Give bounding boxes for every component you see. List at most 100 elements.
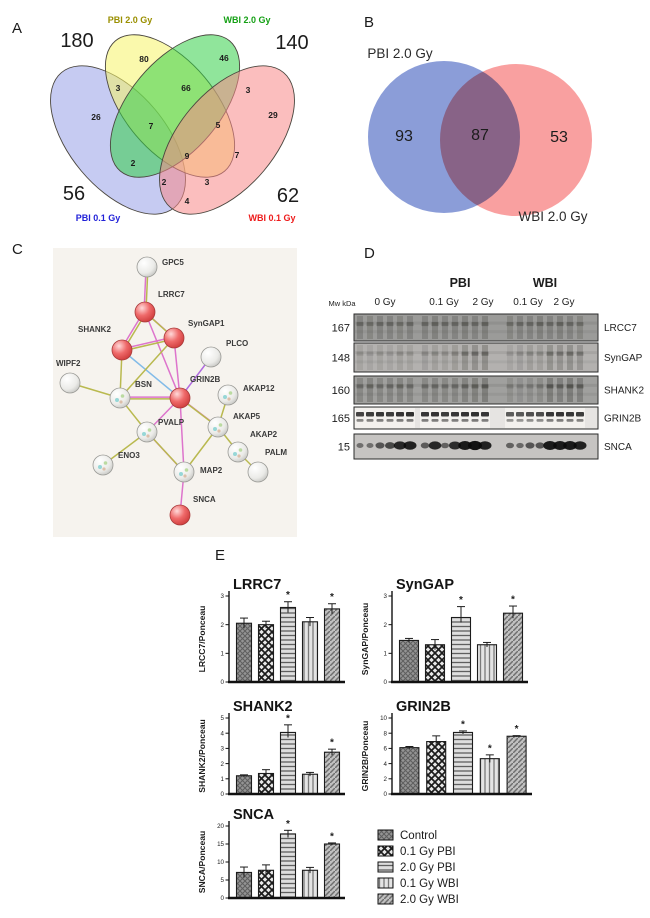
blot-lane: [442, 378, 448, 402]
venn4-region-count: 29: [268, 110, 278, 120]
y-tick-label: 3: [384, 593, 388, 600]
blot-band: [506, 384, 514, 389]
blot-band: [546, 419, 554, 422]
blot-band: [461, 419, 469, 422]
blot-band: [451, 351, 459, 356]
blot-band: [356, 322, 364, 327]
protein-node-wipf2[interactable]: [59, 372, 81, 394]
blot-lane: [357, 378, 363, 402]
blot-lane: [482, 316, 488, 339]
blot-band: [356, 351, 364, 356]
node-texture-dot: [102, 467, 106, 471]
bar-control: [399, 747, 420, 795]
blot-lane: [452, 378, 458, 402]
bar-control: [235, 622, 253, 683]
blot-lane: [387, 316, 393, 339]
legend-label: Control: [400, 830, 437, 842]
blot-band: [471, 322, 479, 327]
protein-node-akap5[interactable]: [207, 416, 229, 438]
blot-band: [421, 322, 429, 327]
protein-node-grin2b[interactable]: [169, 387, 191, 409]
y-tick-label: 8: [384, 730, 388, 737]
blot-lane: [375, 408, 385, 428]
y-tick-label: 15: [217, 841, 224, 848]
blot-lane: [432, 378, 438, 402]
y-tick-label: 1: [221, 776, 225, 783]
venn4-region-count: 66: [181, 83, 191, 93]
blot-lane: [567, 378, 573, 402]
blot-band: [376, 322, 384, 327]
venn4-region-count: 7: [149, 121, 154, 131]
bar-chart-lrrc7: 0 1 2 3 * * LRRC7 LRCC7/Ponceau: [197, 577, 345, 686]
blot-band: [546, 412, 554, 417]
blot-band: [556, 384, 564, 389]
blot-lane: [577, 345, 583, 370]
node-texture-dot: [238, 448, 243, 452]
blot-band: [506, 442, 514, 449]
blot-group-header: WBI: [533, 276, 557, 290]
bar-2-0-gy-pbi: [450, 616, 472, 683]
legend-label: 2.0 Gy WBI: [400, 894, 459, 906]
blot-band: [543, 441, 557, 450]
node-texture-dot: [183, 474, 187, 478]
blot-protein-label: GRIN2B: [604, 414, 642, 425]
blot-lane: [480, 408, 490, 428]
protein-node-bsn[interactable]: [109, 387, 131, 409]
network-edge: [119, 337, 175, 399]
blot-band: [356, 384, 364, 389]
blot-protein-label: SynGAP: [604, 353, 643, 364]
legend-swatch-p-wbi20: [377, 893, 394, 905]
blot-band: [516, 412, 524, 417]
protein-node-eno3[interactable]: [92, 454, 114, 476]
protein-node-akap12[interactable]: [217, 384, 239, 406]
blot-band: [376, 419, 384, 422]
blot-band: [366, 412, 374, 417]
blot-lane: [365, 408, 375, 428]
legend-swatch-p-ctrl: [377, 829, 394, 841]
y-tick-label: 5: [221, 715, 225, 722]
blot-lane: [507, 378, 513, 402]
blot-band: [471, 419, 479, 422]
blot-band: [406, 351, 414, 356]
legend-swatch-p-pbi01: [377, 845, 394, 857]
protein-node-shank2[interactable]: [111, 339, 133, 361]
blot-band: [516, 322, 524, 327]
venn4-set-label: WBI 0.1 Gy: [248, 213, 295, 223]
blot-lane: [355, 408, 365, 428]
y-tick-label: 4: [384, 761, 388, 768]
blot-lane: [407, 316, 413, 339]
protein-node-pvalp[interactable]: [136, 421, 158, 443]
blot-band: [441, 419, 449, 422]
blot-band: [431, 351, 439, 356]
blot-lane: [525, 408, 535, 428]
y-tick-label: 0: [221, 791, 225, 798]
protein-node-plco[interactable]: [200, 346, 222, 368]
blot-lane: [387, 345, 393, 370]
blot-column-label: 2 Gy: [472, 297, 493, 308]
blot-lane: [367, 316, 373, 339]
blot-lane: [442, 316, 448, 339]
protein-node-lrrc7[interactable]: [134, 301, 156, 323]
y-axis-label: GRIN2B/Ponceau: [360, 721, 370, 792]
blot-lane: [537, 378, 543, 402]
blot-band: [406, 419, 414, 422]
protein-node-syngap1[interactable]: [163, 327, 185, 349]
protein-node-palm[interactable]: [247, 461, 269, 483]
blot-band: [385, 442, 395, 449]
blot-band: [526, 322, 534, 327]
blot-lane: [460, 408, 470, 428]
protein-node-snca[interactable]: [169, 504, 191, 526]
significance-asterisk: *: [330, 738, 334, 749]
blot-band: [573, 441, 587, 450]
blot-lane: [517, 345, 523, 370]
blot-band: [461, 351, 469, 356]
blot-lane: [397, 345, 403, 370]
protein-node-gpc5[interactable]: [136, 256, 158, 278]
protein-label-pvalp: PVALP: [158, 418, 185, 427]
venn2-diagram: PBI 2.0 Gy WBI 2.0 Gy 93 87 53: [367, 46, 592, 224]
protein-node-map2[interactable]: [173, 461, 195, 483]
panel-label-c: C: [12, 241, 23, 258]
protein-node-akap2[interactable]: [227, 441, 249, 463]
blot-band: [406, 412, 414, 417]
blot-mw-label: 165: [332, 413, 350, 425]
